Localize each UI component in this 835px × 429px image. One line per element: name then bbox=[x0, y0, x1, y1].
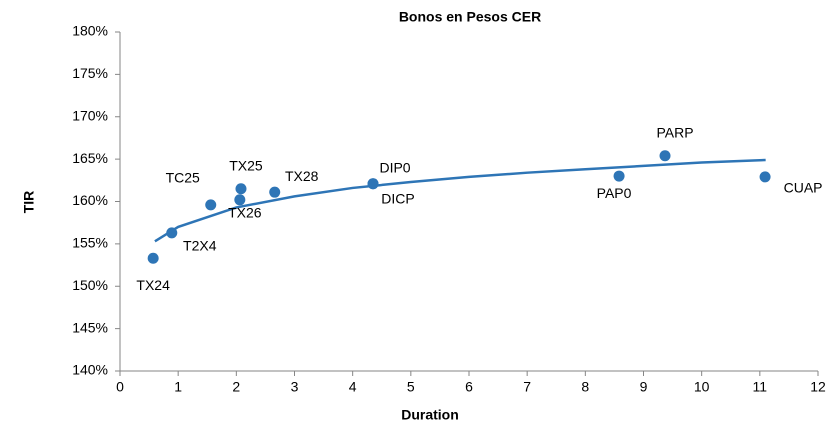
y-tick-label: 160% bbox=[72, 192, 108, 208]
x-tick-label: 8 bbox=[581, 379, 589, 395]
x-axis-label: Duration bbox=[401, 407, 459, 423]
chart-title: Bonos en Pesos CER bbox=[399, 9, 541, 25]
y-tick-label: 165% bbox=[72, 150, 108, 166]
x-tick-label: 3 bbox=[291, 379, 299, 395]
y-tick-label: 145% bbox=[72, 319, 108, 335]
data-point bbox=[235, 183, 247, 195]
point-label: TX25 bbox=[229, 157, 263, 173]
x-tick-label: 6 bbox=[465, 379, 473, 395]
point-label: TX24 bbox=[136, 277, 170, 293]
point-label: DICP bbox=[381, 190, 414, 206]
data-point bbox=[147, 252, 159, 264]
y-tick-label: 170% bbox=[72, 107, 108, 123]
y-tick-label: 140% bbox=[72, 362, 108, 378]
point-label: TC25 bbox=[166, 170, 200, 186]
data-point bbox=[205, 199, 217, 211]
x-tick-label: 0 bbox=[116, 379, 124, 395]
point-label: DIP0 bbox=[379, 159, 410, 175]
x-tick-label: 10 bbox=[694, 379, 710, 395]
data-point bbox=[234, 194, 246, 206]
y-tick-label: 180% bbox=[72, 23, 108, 39]
data-point bbox=[759, 171, 771, 183]
point-label: PAP0 bbox=[597, 185, 632, 201]
data-point bbox=[367, 178, 379, 190]
data-point bbox=[269, 186, 281, 198]
data-point bbox=[659, 150, 671, 162]
trend-line bbox=[154, 158, 766, 243]
data-point bbox=[613, 170, 625, 182]
x-tick-label: 11 bbox=[753, 379, 768, 395]
x-tick-label: 9 bbox=[640, 379, 648, 395]
x-tick-label: 2 bbox=[232, 379, 240, 395]
y-tick-label: 155% bbox=[72, 235, 108, 251]
x-tick-label: 4 bbox=[349, 379, 357, 395]
point-label: T2X4 bbox=[183, 238, 217, 254]
point-label: CUAP bbox=[784, 180, 823, 196]
y-tick-label: 150% bbox=[72, 277, 108, 293]
data-point bbox=[166, 227, 178, 239]
x-tick-label: 12 bbox=[810, 379, 826, 395]
x-tick-label: 1 bbox=[174, 379, 182, 395]
point-label: TX26 bbox=[228, 205, 262, 221]
y-axis-label: TIR bbox=[21, 191, 37, 214]
point-label: TX28 bbox=[285, 168, 319, 184]
x-tick-label: 7 bbox=[523, 379, 531, 395]
y-tick-label: 175% bbox=[72, 65, 108, 81]
x-tick-label: 5 bbox=[407, 379, 415, 395]
point-label: PARP bbox=[656, 124, 693, 140]
